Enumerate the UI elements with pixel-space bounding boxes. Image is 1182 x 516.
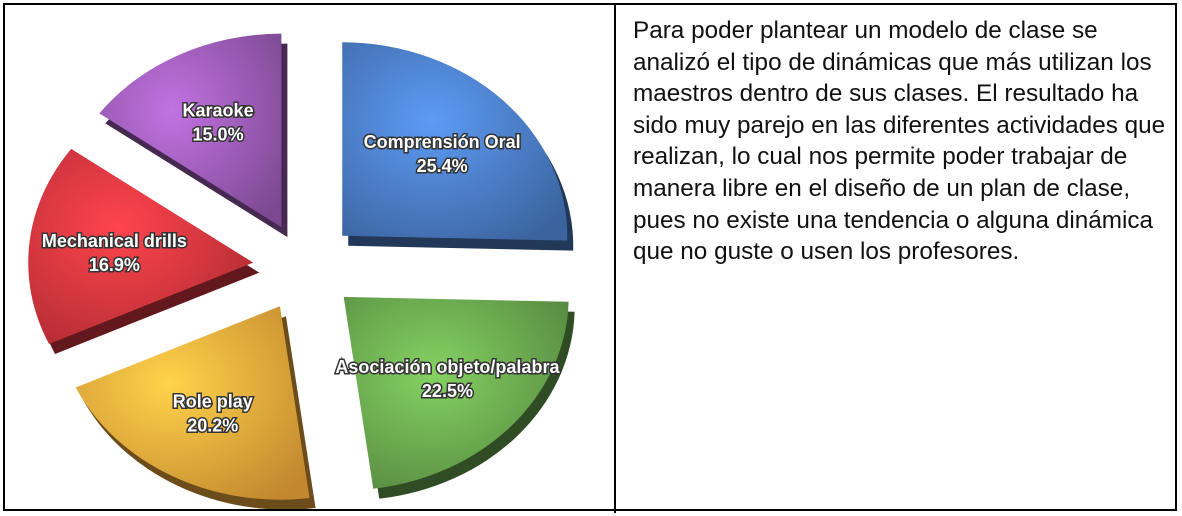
slice-label: Mechanical drills <box>42 231 187 251</box>
slice-value: 15.0% <box>193 124 244 144</box>
slice-value: 25.4% <box>417 156 468 176</box>
slice <box>99 33 282 228</box>
slice <box>75 306 310 500</box>
slice <box>342 42 568 241</box>
slice-value: 22.5% <box>422 381 473 401</box>
slice <box>28 148 254 344</box>
slice-label: Role play <box>173 391 253 411</box>
slice-value: 16.9% <box>89 255 140 275</box>
slice-label: Karaoke <box>183 100 254 120</box>
slice-label: Asociación objeto/palabra <box>335 357 560 377</box>
slice-value: 20.2% <box>187 415 238 435</box>
paragraph: Para poder plantear un modelo de clase s… <box>633 17 1166 266</box>
pie-chart: Comprensión Oral 25.4% Asociación objeto/p… <box>28 33 575 509</box>
cell-divider <box>614 3 616 513</box>
slice-label: Comprensión Oral <box>364 132 521 152</box>
slice <box>343 296 569 489</box>
table-border <box>3 3 1177 511</box>
